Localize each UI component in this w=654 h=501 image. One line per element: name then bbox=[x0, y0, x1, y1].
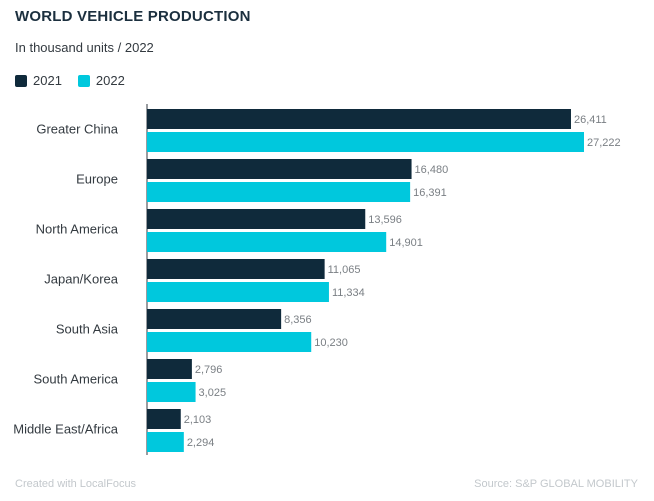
bar-2021-north-america bbox=[147, 209, 366, 229]
credit-text: Created with LocalFocus bbox=[15, 478, 137, 490]
value-label-2022: 11,334 bbox=[332, 287, 365, 299]
category-label: Europe bbox=[76, 171, 118, 186]
legend-item-2021: 2021 bbox=[15, 73, 62, 88]
bar-2021-south-america bbox=[147, 359, 192, 379]
chart-subtitle: In thousand units / 2022 bbox=[15, 40, 154, 55]
value-label-2021: 2,796 bbox=[195, 364, 223, 376]
bar-2022-south-asia bbox=[147, 332, 312, 352]
value-label-2021: 26,411 bbox=[574, 114, 607, 126]
bar-2022-middle-east-africa bbox=[147, 432, 184, 452]
value-label-2021: 2,103 bbox=[184, 414, 212, 426]
category-label: Greater China bbox=[36, 121, 118, 136]
bar-2021-middle-east-africa bbox=[147, 409, 181, 429]
legend-swatch-2022 bbox=[77, 74, 90, 87]
value-label-2022: 3,025 bbox=[199, 387, 227, 399]
value-label-2022: 2,294 bbox=[187, 437, 215, 449]
value-label-2021: 13,596 bbox=[368, 214, 402, 226]
bar-2022-japan-korea bbox=[147, 282, 329, 302]
value-label-2021: 8,356 bbox=[284, 314, 312, 326]
legend-label-2021: 2021 bbox=[33, 73, 62, 88]
bar-2022-north-america bbox=[147, 232, 387, 252]
value-label-2021: 11,065 bbox=[328, 264, 361, 276]
category-label: North America bbox=[36, 221, 119, 236]
bar-2022-europe bbox=[147, 182, 411, 202]
source-text: Source: S&P GLOBAL MOBILITY bbox=[474, 478, 638, 490]
bar-2022-greater-china bbox=[147, 132, 584, 152]
legend-label-2022: 2022 bbox=[95, 73, 125, 88]
chart-legend: 2021 2022 bbox=[15, 73, 141, 88]
category-label: South Asia bbox=[56, 321, 119, 336]
value-label-2022: 16,391 bbox=[413, 187, 447, 199]
legend-swatch-2021 bbox=[15, 74, 27, 87]
value-label-2022: 27,222 bbox=[587, 137, 621, 149]
legend-item-2022: 2022 bbox=[77, 73, 125, 88]
value-label-2022: 14,901 bbox=[389, 237, 423, 249]
category-label: Japan/Korea bbox=[44, 271, 118, 286]
bar-2022-south-america bbox=[147, 382, 196, 402]
bar-2021-greater-china bbox=[147, 109, 571, 129]
bar-2021-japan-korea bbox=[147, 259, 325, 279]
category-label: South America bbox=[33, 371, 118, 386]
chart-title: WORLD VEHICLE PRODUCTION bbox=[15, 8, 251, 25]
bar-2021-south-asia bbox=[147, 309, 282, 329]
bar-2021-europe bbox=[147, 159, 412, 179]
category-label: Middle East/Africa bbox=[13, 421, 119, 436]
value-label-2022: 10,230 bbox=[314, 337, 348, 349]
value-label-2021: 16,480 bbox=[415, 164, 449, 176]
